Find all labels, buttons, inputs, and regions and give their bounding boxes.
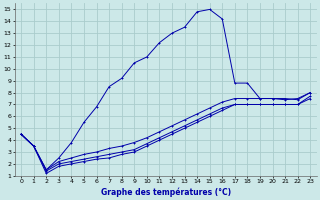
X-axis label: Graphe des températures (°C): Graphe des températures (°C) [100, 187, 231, 197]
